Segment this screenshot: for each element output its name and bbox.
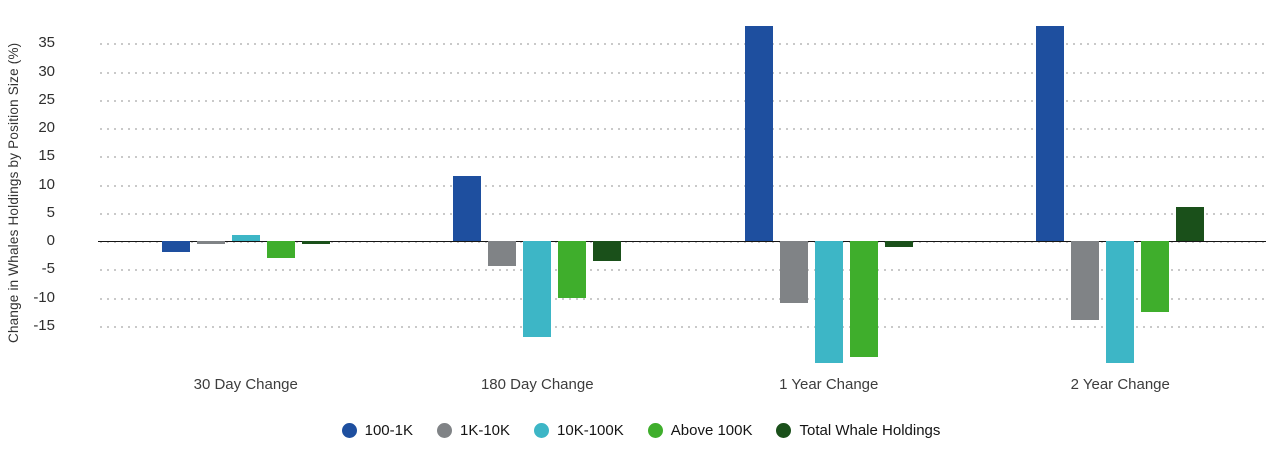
legend-label: Above 100K [670, 422, 753, 439]
gridline [100, 184, 1266, 187]
bar-1k-10k-1-year-change[interactable] [779, 241, 808, 304]
gridline [100, 269, 1266, 272]
gridline [100, 212, 1266, 215]
bar-100-1k-180-day-change[interactable] [453, 176, 482, 242]
y-tick-label: 30 [38, 62, 55, 80]
total-whale-holdings-swatch-icon [776, 423, 792, 438]
bar-total-whale-holdings-2-year-change[interactable] [1176, 207, 1205, 242]
legend-label: 1K-10K [459, 422, 511, 439]
gridline [100, 325, 1266, 328]
y-tick-label: -15 [33, 316, 55, 334]
bar-total-whale-holdings-180-day-change[interactable] [593, 241, 622, 261]
100-1k-swatch-icon [341, 423, 357, 438]
bar-10k-100k-1-year-change[interactable] [814, 241, 843, 363]
legend-item-10k-100k[interactable]: 10K-100K [534, 422, 624, 439]
y-tick-label: 15 [38, 147, 55, 165]
bar-above-100k-2-year-change[interactable] [1141, 241, 1170, 312]
above-100k-swatch-icon [647, 423, 663, 438]
bar-total-whale-holdings-1-year-change[interactable] [884, 241, 913, 247]
bar-above-100k-1-year-change[interactable] [849, 241, 878, 357]
legend-label: Total Whale Holdings [799, 422, 941, 439]
gridline [100, 43, 1266, 46]
y-tick-label: 20 [38, 119, 55, 137]
x-axis-label-180-day-change: 180 Day Change [480, 376, 594, 393]
bar-total-whale-holdings-30-day-change[interactable] [301, 241, 330, 244]
y-tick-label: -10 [33, 288, 55, 306]
y-tick-label: 35 [38, 34, 55, 52]
y-tick-label: 10 [38, 175, 55, 193]
y-axis-tick-labels: 35 30 25 20 15 10 5 0 -5 -10 -15 [0, 15, 88, 371]
bar-above-100k-30-day-change[interactable] [266, 241, 295, 258]
y-tick-label: 25 [38, 90, 55, 108]
gridline [100, 71, 1266, 74]
bar-100-1k-2-year-change[interactable] [1036, 26, 1065, 242]
gridline [100, 156, 1266, 159]
1k-10k-swatch-icon [436, 423, 452, 438]
legend: 100-1K 1K-10K 10K-100K Above 100K Total Whal… [0, 422, 1282, 439]
x-axis-labels: 30 Day Change 180 Day Change 1 Year Change… [100, 376, 1266, 393]
legend-item-above-100k[interactable]: Above 100K [647, 422, 753, 439]
bar-10k-100k-2-year-change[interactable] [1106, 241, 1135, 363]
y-tick-label: -5 [41, 260, 55, 278]
bar-1k-10k-30-day-change[interactable] [196, 241, 225, 244]
bar-1k-10k-2-year-change[interactable] [1071, 241, 1100, 321]
x-axis-label-2-year-change: 2 Year Change [1070, 376, 1170, 393]
y-tick-label: 0 [46, 232, 55, 250]
gridline [100, 128, 1266, 131]
bar-1k-10k-180-day-change[interactable] [488, 241, 517, 267]
gridline [100, 99, 1266, 102]
legend-item-1k-10k[interactable]: 1K-10K [436, 422, 511, 439]
bar-above-100k-180-day-change[interactable] [558, 241, 587, 298]
bar-100-1k-30-day-change[interactable] [161, 241, 190, 253]
10k-100k-swatch-icon [534, 423, 550, 438]
plot-area [98, 15, 1266, 371]
gridline [100, 241, 1266, 244]
legend-item-100-1k[interactable]: 100-1K [341, 422, 413, 439]
y-tick-label: 5 [46, 203, 55, 221]
x-axis-label-30-day-change: 30 Day Change [193, 376, 298, 393]
bar-100-1k-1-year-change[interactable] [744, 26, 773, 242]
legend-label: 100-1K [364, 422, 413, 439]
gridline [100, 297, 1266, 300]
legend-item-total-whale-holdings[interactable]: Total Whale Holdings [776, 422, 940, 439]
bar-10k-100k-30-day-change[interactable] [231, 235, 260, 242]
legend-label: 10K-100K [557, 422, 624, 439]
x-axis-label-1-year-change: 1 Year Change [779, 376, 879, 393]
x-axis-line [98, 241, 1266, 243]
bar-10k-100k-180-day-change[interactable] [523, 241, 552, 338]
